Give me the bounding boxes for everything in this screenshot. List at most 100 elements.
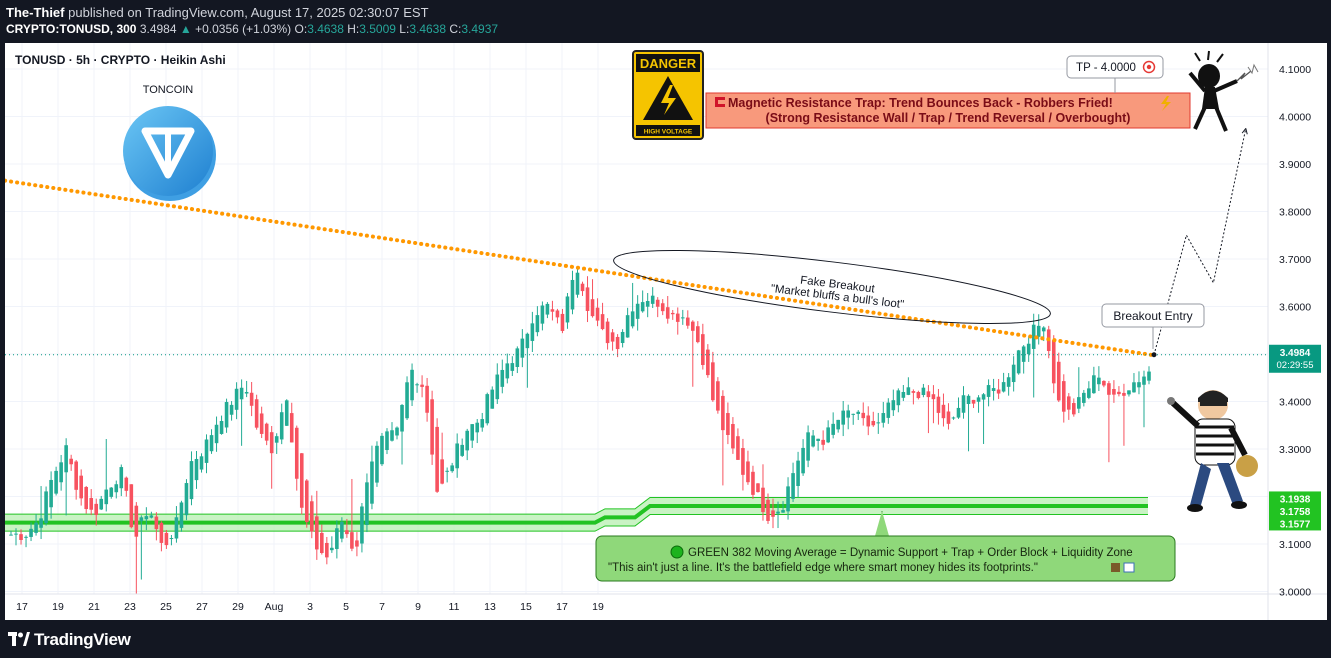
warning-bolt-icon [1161, 96, 1171, 111]
candle-body [871, 420, 876, 426]
candle-body [831, 423, 835, 435]
last-price-tag [1269, 344, 1321, 373]
candle-body [350, 532, 354, 549]
candle-body [570, 279, 575, 310]
x-tick-label: 5 [343, 601, 349, 613]
candle-body [264, 423, 269, 441]
candle-body [219, 420, 224, 434]
candle-body [1087, 388, 1091, 398]
candle-body [395, 427, 399, 436]
candle-body [435, 426, 439, 492]
candle-body [821, 439, 825, 445]
candle-body [495, 374, 500, 400]
candle-body [405, 382, 409, 419]
candle-body [1117, 391, 1121, 395]
candle-body [269, 432, 274, 454]
candle-body [460, 444, 464, 456]
candle-body [866, 415, 871, 427]
candle-body [660, 303, 665, 312]
high-value: 3.5009 [359, 22, 396, 36]
candle-body [1077, 397, 1081, 409]
candle-body [289, 413, 294, 443]
candle-body [675, 313, 680, 322]
open-value: 3.4638 [307, 22, 344, 36]
candle-body [485, 394, 490, 424]
candle-body [1107, 383, 1111, 395]
candle-body [284, 400, 289, 426]
tradingview-logo-icon [8, 632, 30, 646]
candle-body [254, 399, 259, 428]
candle-body [711, 362, 715, 401]
candle-body [309, 501, 314, 532]
candle-body [505, 363, 510, 379]
candle-body [490, 389, 495, 409]
candle-body [746, 461, 750, 483]
candle-body [229, 404, 234, 415]
candle-body [655, 299, 660, 307]
candle-body [299, 453, 304, 508]
candle-body [736, 436, 740, 460]
candle-body [610, 332, 615, 342]
candle-body [450, 465, 454, 472]
x-tick-label: 3 [307, 601, 313, 613]
price-chart[interactable]: TONUSD · 5h · CRYPTO · Heikin Ashi TONCO… [3, 43, 1327, 620]
x-tick-label: 13 [484, 601, 496, 613]
candle-body [84, 487, 88, 510]
candle-body [1031, 324, 1036, 349]
y-tick-label: 3.6000 [1279, 302, 1311, 314]
x-tick-label: 21 [88, 601, 100, 613]
candle-body [956, 407, 961, 418]
candle-body [921, 387, 926, 396]
candle-body [1066, 396, 1071, 410]
chart-frame[interactable]: TONUSD · 5h · CRYPTO · Heikin Ashi TONCO… [3, 43, 1327, 620]
candle-body [44, 491, 48, 524]
candle-body [741, 448, 745, 475]
candle-body [1011, 364, 1016, 383]
y-tick-label: 3.1000 [1279, 539, 1311, 551]
time-axis[interactable]: 17 19 21 23 25 27 29 Aug 3 5 7 9 11 13 15 17 19 [16, 601, 604, 613]
candle-body [465, 430, 470, 451]
candle-body [74, 461, 78, 490]
candle-body [560, 313, 565, 331]
author-name[interactable]: The-Thief [6, 5, 65, 20]
candle-body [991, 388, 996, 391]
candle-body [89, 498, 94, 510]
candle-body [1051, 340, 1056, 384]
candle-body [635, 303, 640, 319]
candle-body [1041, 327, 1046, 332]
candle-body [1142, 376, 1146, 385]
candle-body [199, 456, 204, 470]
candle-body [480, 419, 485, 428]
danger-sub-bg [636, 125, 700, 136]
candle-body [510, 363, 515, 371]
candle-body [640, 302, 645, 312]
candle-body [936, 396, 941, 413]
candle-body [600, 314, 605, 330]
tradingview-logo[interactable]: TradingView [8, 630, 131, 650]
x-tick-label: 29 [232, 601, 244, 613]
high-label: H: [347, 22, 360, 36]
candle-body [345, 530, 349, 535]
danger-title: DANGER [640, 56, 697, 71]
candle-body [786, 486, 790, 512]
candle-body [1072, 403, 1076, 415]
candle-body [706, 349, 710, 376]
x-tick-label: 15 [520, 601, 532, 613]
candle-body [109, 487, 114, 497]
candle-body [620, 331, 625, 344]
y-tick-label: 3.7000 [1279, 254, 1311, 266]
publish-info: The-Thief published on TradingView.com, … [6, 5, 429, 20]
x-tick-label: Aug [265, 601, 284, 613]
candle-body [911, 391, 916, 393]
candle-body [194, 458, 199, 481]
candle-body [420, 384, 424, 387]
candle-body [129, 484, 134, 528]
electrocuted-figure-icon [1188, 50, 1259, 132]
chart-header: The-Thief published on TradingView.com, … [0, 0, 1331, 40]
candle-body [515, 348, 520, 367]
candle-body [916, 391, 921, 399]
candle-body [315, 516, 319, 550]
candle-body [144, 516, 149, 520]
candle-body [34, 522, 38, 533]
candle-body [164, 532, 169, 546]
